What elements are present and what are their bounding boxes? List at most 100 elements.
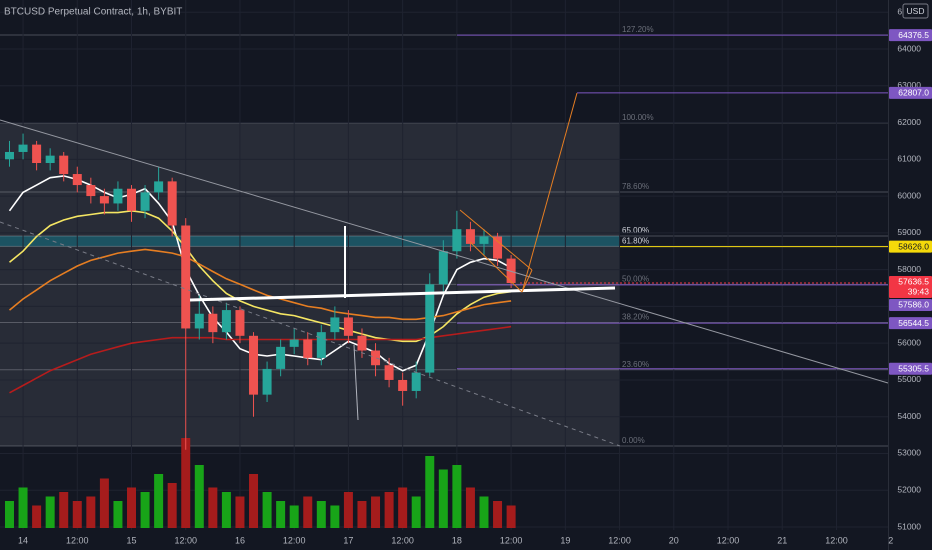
x-tick-label: 16 [235, 535, 245, 545]
fib-level-label: 61.80% [622, 236, 649, 245]
grid-layer [0, 0, 892, 530]
candle-body [113, 188, 123, 204]
candle-body [411, 372, 421, 391]
price-tag-label: 57586.0 [898, 300, 929, 310]
candle-body [425, 284, 435, 373]
neckline [189, 286, 616, 302]
candle-body [18, 144, 28, 152]
x-tick-label: 12:00 [608, 535, 631, 545]
volume-bar [127, 487, 137, 528]
volume-bar [398, 487, 408, 528]
volume-bar [154, 474, 164, 528]
price-tag [889, 240, 932, 253]
y-tick-label: 51000 [897, 521, 921, 531]
candle-body [99, 196, 109, 204]
candle-body [465, 229, 475, 244]
y-tick-label: 52000 [897, 485, 921, 495]
volume-bar [371, 496, 381, 528]
candle-body [154, 181, 164, 193]
candle-body [479, 236, 489, 244]
candle-body [452, 229, 462, 252]
volume-bar [465, 487, 475, 528]
x-tick-label: 20 [669, 535, 679, 545]
candle-body [86, 185, 96, 197]
candle-body [221, 310, 231, 333]
y-tick-label: 61000 [897, 154, 921, 164]
price-tag [889, 317, 932, 330]
candle-body [357, 335, 367, 351]
candle-body [262, 368, 272, 395]
wedge-line [459, 209, 533, 271]
volume-bar [113, 501, 123, 528]
candle-body [194, 313, 204, 329]
candle-body [140, 192, 150, 211]
candle-body [4, 151, 14, 160]
fib-band [0, 235, 620, 247]
y-tick-label: 60000 [897, 190, 921, 200]
fib-level-label: 100.00% [622, 113, 654, 122]
volume-bar [343, 492, 353, 528]
x-tick-label: 21 [777, 535, 787, 545]
candle-body [249, 335, 259, 395]
volume-bar [4, 501, 14, 528]
drawings [0, 92, 889, 447]
x-tick-label: 12:00 [825, 535, 848, 545]
candle-body [59, 155, 69, 175]
volume-bar [479, 496, 489, 528]
y-tick-label: 54000 [897, 411, 921, 421]
fib-level-label: 78.60% [622, 182, 649, 191]
volume-bar [86, 496, 96, 528]
y-tick-label: 56000 [897, 337, 921, 347]
x-tick-label: 18 [452, 535, 462, 545]
candle-body [493, 236, 503, 259]
y-tick-label: 62000 [897, 117, 921, 127]
wedge-line [469, 241, 523, 293]
candle-body [330, 317, 340, 333]
x-tick-label: 12:00 [283, 535, 306, 545]
volume-bar [493, 501, 503, 528]
fib-level-label: 23.60% [622, 360, 649, 369]
candle-body [303, 339, 313, 358]
x-tick-label: 17 [343, 535, 353, 545]
volume-bar [167, 483, 177, 528]
volume-bar [181, 438, 191, 528]
countdown-label: 39:43 [908, 287, 930, 297]
volume-bar [194, 465, 204, 528]
volume-bar [249, 474, 259, 528]
volume-bar [276, 501, 286, 528]
candle-body [289, 339, 299, 347]
volume-bar [235, 496, 245, 528]
x-tick-label: 2 [888, 535, 893, 545]
volume-bar [357, 501, 367, 528]
volume-bar [289, 505, 299, 528]
x-tick-label: 12:00 [391, 535, 414, 545]
volume-bar [316, 501, 326, 528]
volume-bar [208, 487, 218, 528]
volume-bar [18, 487, 28, 528]
volume-bar [99, 478, 109, 528]
y-tick-label: 64000 [897, 43, 921, 53]
candle-body [45, 155, 55, 164]
projection-line [521, 92, 578, 293]
fib-level-label: 38.20% [622, 313, 649, 322]
measure-line [353, 344, 359, 421]
x-tick-label: 14 [18, 535, 28, 545]
volume-bar [384, 492, 394, 528]
volume-bar [303, 496, 313, 528]
x-tick-label: 12:00 [66, 535, 89, 545]
y-tick-label: 55000 [897, 374, 921, 384]
candle-body [127, 188, 137, 211]
plot-layer [4, 34, 888, 528]
dashed-trend-line [0, 221, 621, 447]
volume-bar [262, 492, 272, 528]
candle-body [371, 350, 381, 366]
volume-bar [32, 505, 42, 528]
volume-bar [221, 492, 231, 528]
candle-body [398, 379, 408, 391]
price-tag-label: 55305.5 [898, 363, 929, 373]
candle-body [343, 317, 353, 336]
